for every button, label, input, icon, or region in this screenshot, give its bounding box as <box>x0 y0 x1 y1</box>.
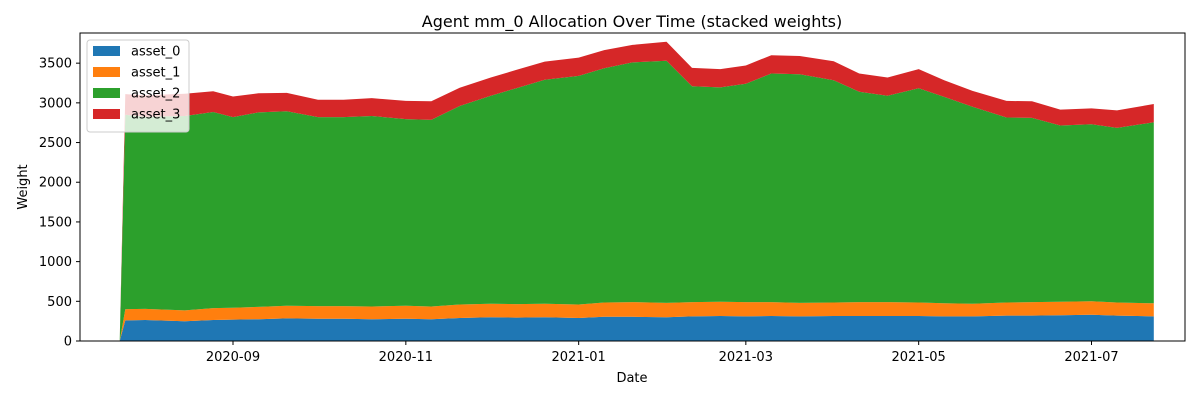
legend-swatch-asset_0 <box>93 46 120 56</box>
y-tick-label: 1000 <box>39 255 72 270</box>
y-tick-label: 3000 <box>39 96 72 111</box>
y-tick-label: 2000 <box>39 176 72 191</box>
plot-frame <box>79 32 1186 342</box>
area-asset_1 <box>119 301 1154 341</box>
y-tick-label: 500 <box>47 295 72 310</box>
chart-title: Agent mm_0 Allocation Over Time (stacked… <box>422 12 842 32</box>
x-axis-label: Date <box>616 371 647 386</box>
legend-label-asset_3: asset_3 <box>131 108 180 123</box>
y-tick-label: 3500 <box>39 57 72 72</box>
y-tick-label: 0 <box>64 335 72 350</box>
x-tick-label: 2020-09 <box>206 350 260 365</box>
x-tick-label: 2020-11 <box>379 350 433 365</box>
y-axis-label: Weight <box>16 164 31 209</box>
y-tick-label: 2500 <box>39 136 72 151</box>
area-asset_2 <box>119 60 1154 342</box>
x-axis: 2020-09 2020-11 2021-01 2021-03 2021-05 2021-… <box>206 341 1119 365</box>
legend-label-asset_1: asset_1 <box>131 66 180 81</box>
x-tick-label: 2021-05 <box>892 350 946 365</box>
legend: asset_0 asset_1 asset_2 asset_3 <box>86 39 190 133</box>
legend-swatch-asset_3 <box>93 109 120 119</box>
x-tick-label: 2021-03 <box>719 350 773 365</box>
area-series-group <box>119 41 1154 342</box>
x-tick-label: 2021-01 <box>552 350 606 365</box>
legend-swatch-asset_2 <box>93 88 120 98</box>
x-tick-label: 2021-07 <box>1064 350 1118 365</box>
legend-label-asset_2: asset_2 <box>131 87 180 102</box>
area-asset_0 <box>119 314 1154 341</box>
area-asset_3 <box>119 41 1154 341</box>
y-tick-label: 1500 <box>39 215 72 230</box>
y-axis: 0 500 1000 1500 2000 2500 3000 3500 <box>39 57 80 350</box>
legend-label-asset_0: asset_0 <box>131 45 180 60</box>
legend-swatch-asset_1 <box>93 67 120 77</box>
